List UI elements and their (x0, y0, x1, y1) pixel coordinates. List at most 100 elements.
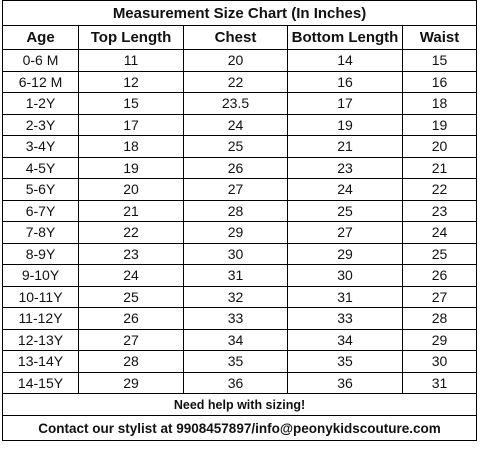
cell-bottom-length: 35 (287, 350, 403, 373)
cell-chest: 28 (183, 199, 288, 222)
title-row: Measurement Size Chart (In Inches) (1, 0, 478, 26)
contact-row: Contact our stylist at 9908457897/info@p… (1, 415, 478, 441)
size-chart-sheet: Measurement Size Chart (In Inches) Age T… (1, 0, 478, 441)
table-row: 5-6Y 20 27 24 22 (2, 178, 478, 201)
table-row: 2-3Y 17 24 19 19 (2, 113, 478, 136)
table-row: 6-12 M 12 22 16 16 (2, 70, 478, 93)
cell-top-length: 26 (78, 307, 184, 330)
cell-top-length: 20 (78, 178, 184, 201)
cell-waist: 15 (401, 49, 478, 72)
column-header-age: Age (2, 25, 79, 50)
cell-bottom-length: 23 (287, 156, 403, 179)
cell-waist: 31 (401, 371, 478, 394)
cell-waist: 24 (401, 221, 478, 244)
cell-bottom-length: 30 (287, 264, 403, 287)
contact-text: Contact our stylist at 9908457897/info@p… (1, 415, 478, 441)
cell-age: 7-8Y (2, 221, 79, 244)
cell-top-length: 15 (78, 92, 184, 115)
table-row: 14-15Y 29 36 36 31 (2, 371, 478, 394)
cell-bottom-length: 25 (287, 199, 403, 222)
cell-waist: 16 (401, 70, 478, 93)
cell-waist: 18 (401, 92, 478, 115)
cell-chest: 22 (183, 70, 288, 93)
table-row: 8-9Y 23 30 29 25 (2, 242, 478, 265)
cell-age: 3-4Y (2, 135, 79, 158)
cell-top-length: 17 (78, 113, 184, 136)
cell-age: 5-6Y (2, 178, 79, 201)
cell-waist: 29 (401, 328, 478, 351)
cell-top-length: 23 (78, 242, 184, 265)
cell-top-length: 28 (78, 350, 184, 373)
cell-bottom-length: 19 (287, 113, 403, 136)
cell-bottom-length: 31 (287, 285, 403, 308)
cell-top-length: 12 (78, 70, 184, 93)
chart-title: Measurement Size Chart (In Inches) (1, 0, 478, 26)
cell-chest: 34 (183, 328, 288, 351)
cell-chest: 23.5 (183, 92, 288, 115)
cell-age: 9-10Y (2, 264, 79, 287)
cell-chest: 25 (183, 135, 288, 158)
table-row: 3-4Y 18 25 21 20 (2, 135, 478, 158)
column-header-chest: Chest (183, 25, 288, 50)
cell-age: 14-15Y (2, 371, 79, 394)
cell-chest: 35 (183, 350, 288, 373)
help-text: Need help with sizing! (1, 393, 478, 416)
cell-chest: 30 (183, 242, 288, 265)
column-header-bottom-length: Bottom Length (287, 25, 403, 50)
cell-chest: 27 (183, 178, 288, 201)
cell-waist: 19 (401, 113, 478, 136)
cell-waist: 20 (401, 135, 478, 158)
cell-age: 0-6 M (2, 49, 79, 72)
cell-waist: 22 (401, 178, 478, 201)
cell-chest: 26 (183, 156, 288, 179)
cell-waist: 23 (401, 199, 478, 222)
cell-chest: 32 (183, 285, 288, 308)
cell-waist: 26 (401, 264, 478, 287)
table-row: 10-11Y 25 32 31 27 (2, 285, 478, 308)
column-header-top-length: Top Length (78, 25, 184, 50)
cell-bottom-length: 33 (287, 307, 403, 330)
cell-age: 13-14Y (2, 350, 79, 373)
table-row: 11-12Y 26 33 33 28 (2, 307, 478, 330)
cell-top-length: 27 (78, 328, 184, 351)
cell-age: 2-3Y (2, 113, 79, 136)
cell-waist: 30 (401, 350, 478, 373)
table-row: 6-7Y 21 28 25 23 (2, 199, 478, 222)
cell-waist: 25 (401, 242, 478, 265)
cell-bottom-length: 14 (287, 49, 403, 72)
table-row: 1-2Y 15 23.5 17 18 (2, 92, 478, 115)
cell-top-length: 11 (78, 49, 184, 72)
cell-age: 4-5Y (2, 156, 79, 179)
cell-top-length: 22 (78, 221, 184, 244)
column-header-waist: Waist (401, 25, 478, 50)
table-row: 9-10Y 24 31 30 26 (2, 264, 478, 287)
cell-top-length: 19 (78, 156, 184, 179)
cell-chest: 31 (183, 264, 288, 287)
table-row: 0-6 M 11 20 14 15 (2, 49, 478, 72)
help-row: Need help with sizing! (1, 393, 478, 416)
size-rows: 0-6 M 11 20 14 15 6-12 M 12 22 16 16 1-2Y 15 23.5 17 1… (2, 49, 478, 394)
cell-top-length: 21 (78, 199, 184, 222)
cell-age: 1-2Y (2, 92, 79, 115)
cell-waist: 27 (401, 285, 478, 308)
table-row: 4-5Y 19 26 23 21 (2, 156, 478, 179)
cell-chest: 24 (183, 113, 288, 136)
cell-age: 12-13Y (2, 328, 79, 351)
cell-top-length: 29 (78, 371, 184, 394)
cell-chest: 36 (183, 371, 288, 394)
cell-chest: 29 (183, 221, 288, 244)
cell-waist: 28 (401, 307, 478, 330)
cell-bottom-length: 17 (287, 92, 403, 115)
table-row: 7-8Y 22 29 27 24 (2, 221, 478, 244)
cell-chest: 33 (183, 307, 288, 330)
cell-top-length: 18 (78, 135, 184, 158)
cell-top-length: 24 (78, 264, 184, 287)
cell-bottom-length: 16 (287, 70, 403, 93)
cell-waist: 21 (401, 156, 478, 179)
cell-top-length: 25 (78, 285, 184, 308)
cell-age: 10-11Y (2, 285, 79, 308)
cell-age: 6-12 M (2, 70, 79, 93)
cell-bottom-length: 27 (287, 221, 403, 244)
table-row: 12-13Y 27 34 34 29 (2, 328, 478, 351)
cell-bottom-length: 24 (287, 178, 403, 201)
